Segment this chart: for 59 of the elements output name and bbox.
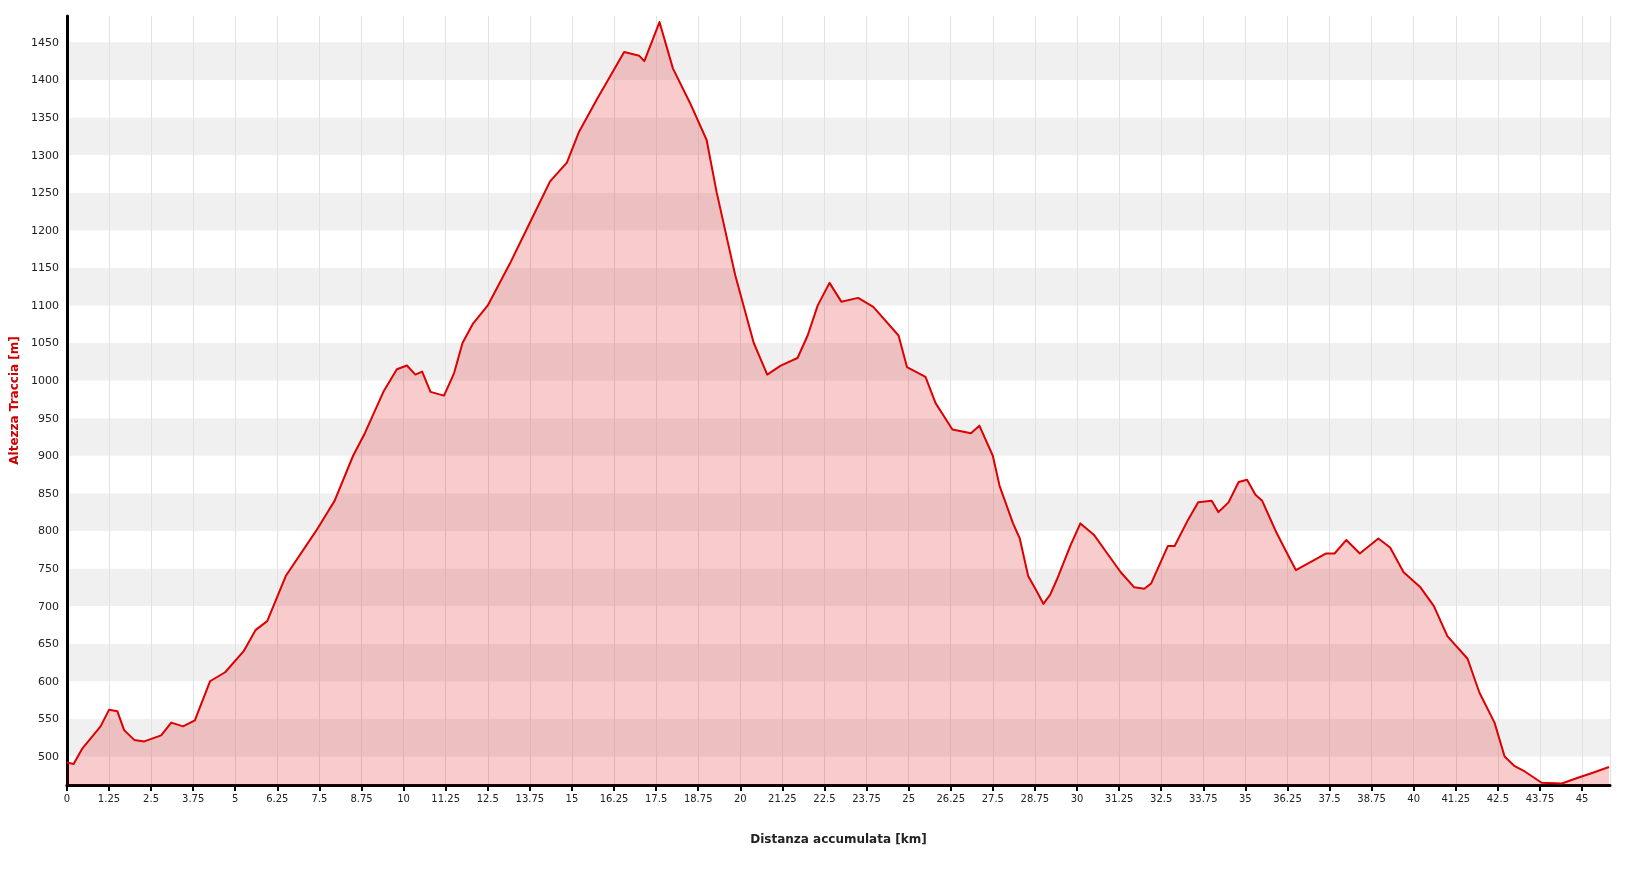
y-tick-label: 1000 [30, 374, 59, 388]
x-tick-label: 45 [1575, 792, 1589, 804]
x-tick-label: 41.25 [1441, 792, 1471, 804]
x-tick-label: 20 [733, 792, 747, 804]
x-tick-label: 12.5 [476, 792, 499, 804]
x-tick-label: 33.75 [1188, 792, 1218, 804]
x-tick-label: 32.5 [1150, 792, 1173, 804]
y-tick-label: 1400 [30, 73, 59, 87]
y-tick-label: 1250 [30, 186, 59, 200]
x-tick-label: 40 [1407, 792, 1421, 804]
y-axis-title: Altezza Traccia [m] [7, 336, 21, 465]
y-tick-label: 1100 [30, 298, 59, 312]
x-tick-label: 0 [63, 792, 71, 804]
y-tick-label: 650 [37, 637, 59, 651]
y-tick-label: 500 [37, 749, 59, 763]
x-tick-label: 22.5 [813, 792, 836, 804]
x-tick-label: 30 [1070, 792, 1084, 804]
x-tick-label: 25 [902, 792, 916, 804]
x-tick-label: 42.5 [1486, 792, 1510, 804]
x-tick-label: 31.25 [1104, 792, 1134, 804]
x-tick-label: 16.25 [599, 792, 629, 804]
x-tick-label: 3.75 [182, 792, 205, 804]
x-tick-label: 26.25 [936, 792, 966, 804]
y-tick-label: 1150 [30, 261, 59, 275]
y-tick-label: 1450 [30, 35, 59, 49]
y-tick-label: 600 [37, 674, 59, 688]
y-tick-label: 700 [37, 599, 59, 613]
y-tick-label: 800 [37, 524, 59, 538]
x-tick-label: 13.75 [515, 792, 545, 804]
x-tick-label: 5 [232, 792, 239, 804]
x-tick-label: 27.5 [981, 792, 1004, 804]
y-tick-label: 1350 [30, 110, 59, 124]
x-tick-label: 23.75 [852, 792, 881, 804]
y-tick-label: 900 [37, 449, 59, 463]
y-tick-label: 750 [37, 562, 59, 576]
x-tick-label: 8.75 [350, 792, 373, 804]
y-tick-label: 850 [37, 486, 59, 500]
x-tick-label: 43.75 [1525, 792, 1555, 804]
y-tick-label: 550 [37, 712, 59, 726]
x-axis-title: Distanza accumulata [km] [750, 832, 927, 846]
x-tick-label: 21.25 [768, 792, 797, 804]
x-tick-label: 18.75 [683, 792, 713, 804]
x-tick-label: 10 [397, 792, 410, 804]
x-tick-label: 6.25 [266, 792, 289, 804]
x-tick-label: 37.5 [1318, 792, 1341, 804]
x-tick-label: 2.5 [143, 792, 160, 804]
x-tick-label: 11.25 [431, 792, 460, 804]
x-tick-label: 28.75 [1020, 792, 1050, 804]
x-tick-label: 15 [565, 792, 579, 804]
x-tick-label: 17.5 [644, 792, 668, 804]
y-tick-label: 950 [37, 411, 59, 425]
x-tick-label: 36.25 [1273, 792, 1302, 804]
y-tick-label: 1300 [30, 148, 59, 162]
x-tick-label: 7.5 [311, 792, 328, 804]
y-tick-label: 1050 [30, 336, 59, 350]
x-tick-label: 38.75 [1357, 792, 1386, 804]
x-tick-label: 35 [1238, 792, 1252, 804]
y-tick-label: 1200 [30, 223, 59, 237]
x-tick-label: 1.25 [97, 792, 121, 804]
